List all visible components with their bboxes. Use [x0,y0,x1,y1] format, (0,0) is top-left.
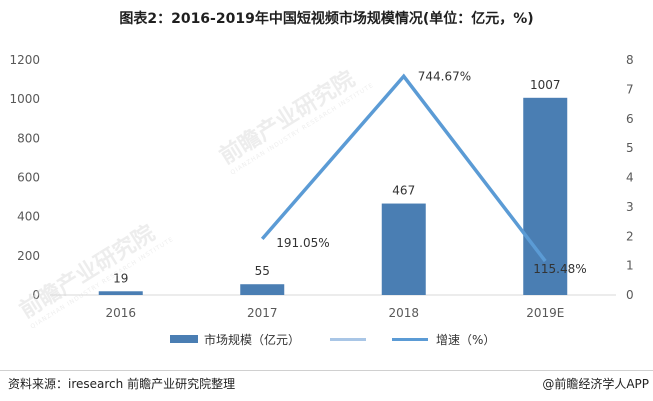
y-left-tick-label: 800 [17,131,40,145]
x-tick-label: 2019E [526,306,564,320]
x-tick-label: 2017 [247,306,278,320]
y-right-tick-label: 8 [626,53,634,67]
bar-value-label: 467 [392,184,415,198]
bar [381,203,426,295]
x-tick-label: 2018 [388,306,419,320]
y-right-tick-label: 5 [626,141,634,155]
footer: 资料来源：iresearch 前瞻产业研究院整理 @前瞻经济学人APP [0,370,653,401]
y-right-tick-label: 2 [626,229,634,243]
growth-value-label: 744.67% [418,69,471,83]
chart: 0 200 400 600 800 1000 1200 0 1 2 3 4 5 6 7 8 2016 2017 20… [9,53,634,320]
y-right-tick-label: 4 [626,171,634,185]
bar [240,284,285,295]
growth-line [260,73,547,263]
y-right-tick-label: 1 [626,259,634,273]
legend-swatch-light-line [330,337,366,341]
growth-value-label: 115.48% [533,262,586,276]
legend-item-growth: 增速（%） [392,330,495,348]
chart-title: 图表2：2016-2019年中国短视频市场规模情况(单位：亿元，%) [119,11,534,27]
y-left-tick-label: 1200 [9,53,40,67]
y-right-tick-label: 7 [626,82,634,96]
bar-value-label: 19 [113,271,128,285]
y-left-tick-label: 400 [17,210,40,224]
bar [523,97,568,295]
legend-label-market-size: 市场规模（亿元） [204,332,301,347]
bar-value-label: 55 [255,264,270,278]
growth-value-label: 191.05% [276,236,329,250]
y-right-tick-label: 6 [626,112,634,126]
y-left-tick-label: 600 [17,171,40,185]
legend-item-market-size: 市场规模（亿元） [170,330,300,348]
y-left-tick-label: 1000 [9,92,40,106]
legend-swatch-bar [170,335,198,343]
bar-value-label: 1007 [530,78,561,92]
brand-handle: @前瞻经济学人APP [542,377,649,391]
chart-legend: 市场规模（亿元） 增速（%） [0,330,653,348]
legend-swatch-line [392,337,428,341]
y-right-tick-label: 3 [626,200,634,214]
bar [98,291,143,295]
y-left-tick-label: 0 [32,288,40,302]
legend-item-light-line [330,330,374,348]
legend-label-growth: 增速（%） [436,332,496,347]
source-note: 资料来源：iresearch 前瞻产业研究院整理 [8,377,236,391]
x-tick-label: 2016 [105,306,136,320]
y-right-tick-label: 0 [626,288,634,302]
y-left-tick-label: 200 [17,249,40,263]
